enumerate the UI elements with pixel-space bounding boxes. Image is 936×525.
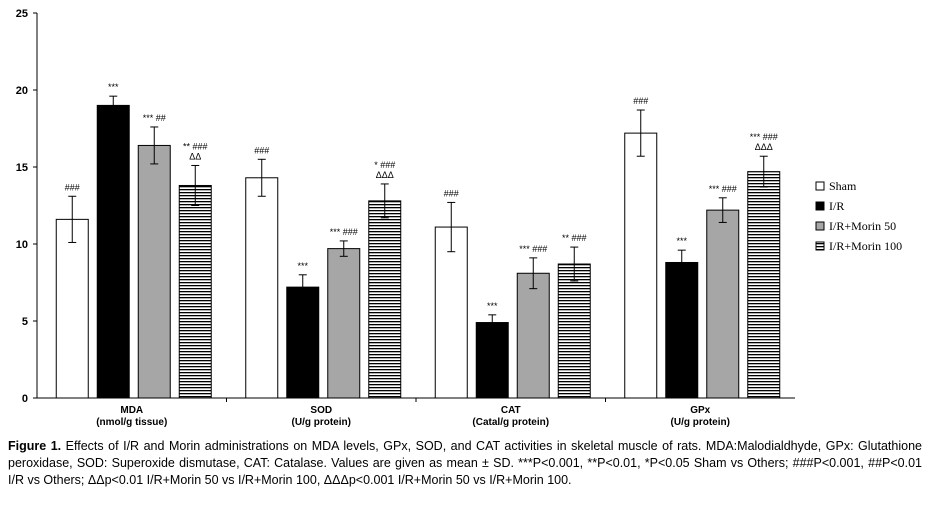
y-tick-label: 25	[16, 8, 28, 20]
legend-swatch	[815, 181, 825, 191]
category-unit-label: (Catal/g protein)	[472, 417, 549, 428]
legend: Sham I/R I/R+Morin 50 I/R+Morin 100	[815, 179, 902, 253]
category-unit-label: (nmol/g tissue)	[96, 417, 167, 428]
bar	[434, 226, 468, 399]
bar	[368, 200, 402, 399]
y-tick-label: 20	[16, 85, 28, 97]
bar	[286, 286, 320, 399]
significance-label: ** ###	[562, 233, 587, 243]
legend-swatch	[815, 201, 825, 211]
y-tick-label: 10	[16, 239, 28, 251]
bar	[137, 144, 171, 399]
significance-label: *** ##	[143, 113, 166, 123]
bar	[747, 171, 781, 399]
significance-label: ###	[633, 96, 648, 106]
legend-label: Sham	[829, 179, 857, 193]
significance-label: ***	[487, 301, 498, 311]
significance-label: ** ###	[183, 141, 208, 151]
category-label: CAT	[501, 405, 521, 416]
caption-label: Figure 1.	[8, 439, 62, 453]
category-label: MDA	[120, 405, 143, 416]
bar	[624, 132, 658, 399]
significance-label: *** ###	[750, 132, 778, 142]
legend-swatch	[815, 221, 825, 231]
legend-swatch	[815, 241, 825, 251]
significance-label: ###	[254, 145, 269, 155]
significance-label: *** ###	[709, 184, 737, 194]
significance-label: * ###	[374, 160, 395, 170]
bar	[178, 184, 212, 399]
significance-label: ***	[108, 82, 119, 92]
bar	[516, 272, 550, 399]
bar	[327, 248, 361, 399]
significance-label: ***	[676, 236, 687, 246]
significance-label: *** ###	[519, 244, 547, 254]
bars: ###****** ##** ###ΔΔ###****** ###* ###ΔΔ…	[55, 82, 781, 399]
significance-label: ΔΔΔ	[755, 142, 773, 152]
bar	[96, 104, 130, 399]
legend-label: I/R+Morin 50	[829, 219, 896, 233]
legend-label: I/R+Morin 100	[829, 239, 902, 253]
y-tick-label: 5	[22, 316, 28, 328]
figure-caption: Figure 1. Effects of I/R and Morin admin…	[8, 438, 922, 489]
legend-label: I/R	[829, 199, 844, 213]
category-label: GPx	[690, 405, 710, 416]
bar	[706, 209, 740, 399]
bar	[665, 261, 699, 399]
caption-text: Effects of I/R and Morin administrations…	[8, 439, 922, 487]
category-label: SOD	[310, 405, 332, 416]
significance-label: ΔΔΔ	[376, 170, 394, 180]
y-tick-label: 15	[16, 162, 28, 174]
category-unit-label: (U/g protein)	[292, 417, 351, 428]
significance-label: ###	[444, 188, 459, 198]
significance-label: ΔΔ	[189, 151, 201, 161]
bar	[245, 177, 279, 399]
bar	[55, 218, 89, 399]
significance-label: *** ###	[330, 227, 358, 237]
bar	[475, 322, 509, 399]
y-tick-label: 0	[22, 393, 28, 405]
bar	[557, 263, 591, 399]
category-unit-label: (U/g protein)	[671, 417, 730, 428]
significance-label: ***	[297, 261, 308, 271]
significance-label: ###	[65, 182, 80, 192]
